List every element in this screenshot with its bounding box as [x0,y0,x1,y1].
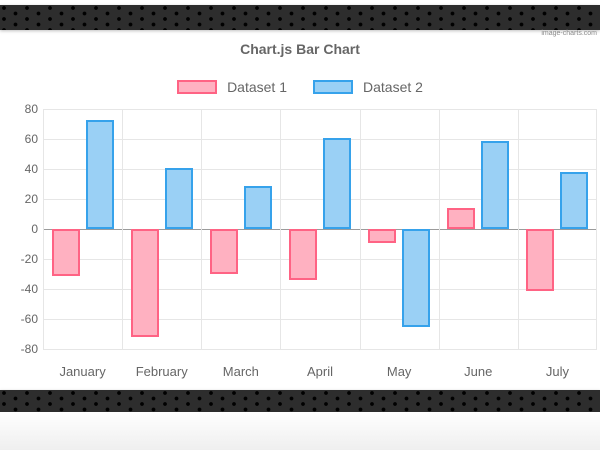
x-axis-label-june: June [464,364,493,379]
gridline [43,109,597,110]
bar-dataset2-may[interactable] [402,229,431,327]
bar-dataset1-january[interactable] [51,229,80,276]
bar-dataset2-march[interactable] [243,185,272,229]
x-axis-label-march: March [222,364,259,379]
chart-legend: Dataset 1 Dataset 2 [0,79,600,95]
gridline [43,289,597,290]
x-axis-label-january: January [59,364,106,379]
gridline [43,259,597,260]
bar-dataset1-july[interactable] [526,229,555,291]
gridline [280,109,281,350]
gridline [43,349,597,350]
gridline [596,109,597,350]
bar-dataset2-february[interactable] [164,167,193,229]
y-axis-tick-label: -60 [20,312,38,326]
bar-dataset2-june[interactable] [481,140,510,229]
gridline [518,109,519,350]
y-axis-tick-label: -20 [20,252,38,266]
legend-label-dataset1: Dataset 1 [227,79,287,95]
gridline [439,109,440,350]
bar-dataset1-february[interactable] [130,229,159,337]
decorative-dotted-band-bottom [0,390,600,412]
legend-swatch-dataset2 [313,80,353,94]
bar-dataset2-april[interactable] [323,137,351,229]
footer-background [0,412,600,450]
bar-dataset1-march[interactable] [209,229,238,274]
legend-item-dataset2[interactable]: Dataset 2 [313,79,423,95]
y-axis-tick-label: 20 [24,192,38,206]
watermark-link[interactable]: image-charts.com [541,30,597,37]
bar-dataset2-january[interactable] [85,119,114,229]
y-axis-tick-label: 0 [31,222,38,236]
y-axis-tick-label: -80 [20,342,38,356]
x-axis: January February March April May June July [43,364,597,384]
decorative-dotted-band-top [0,5,600,30]
legend-swatch-dataset1 [177,80,218,94]
x-axis-label-april: April [306,364,333,379]
y-axis-tick-label: -40 [20,282,38,296]
zero-line [43,229,597,230]
gridline [43,319,597,320]
y-axis: 80 60 40 20 0 -20 -40 -60 -80 [0,102,38,356]
y-axis-tick-label: 40 [24,162,38,176]
gridline [201,109,202,350]
bar-dataset2-july[interactable] [560,172,589,229]
chart-title: Chart.js Bar Chart [240,41,360,57]
gridline [43,169,597,170]
legend-item-dataset1[interactable]: Dataset 1 [177,79,287,95]
x-axis-label-may: May [386,364,412,379]
bar-dataset1-june[interactable] [447,208,476,229]
gridline [122,109,123,350]
y-axis-tick-label: 80 [24,102,38,116]
bar-dataset1-april[interactable] [289,229,317,280]
x-axis-label-july: July [545,364,569,379]
legend-label-dataset2: Dataset 2 [363,79,423,95]
gridline [43,109,44,350]
gridline [360,109,361,350]
gridline [43,199,597,200]
x-axis-label-february: February [135,364,188,379]
gridline [43,139,597,140]
plot-area [43,109,597,350]
bar-dataset1-may[interactable] [368,229,397,243]
y-axis-tick-label: 60 [24,132,38,146]
